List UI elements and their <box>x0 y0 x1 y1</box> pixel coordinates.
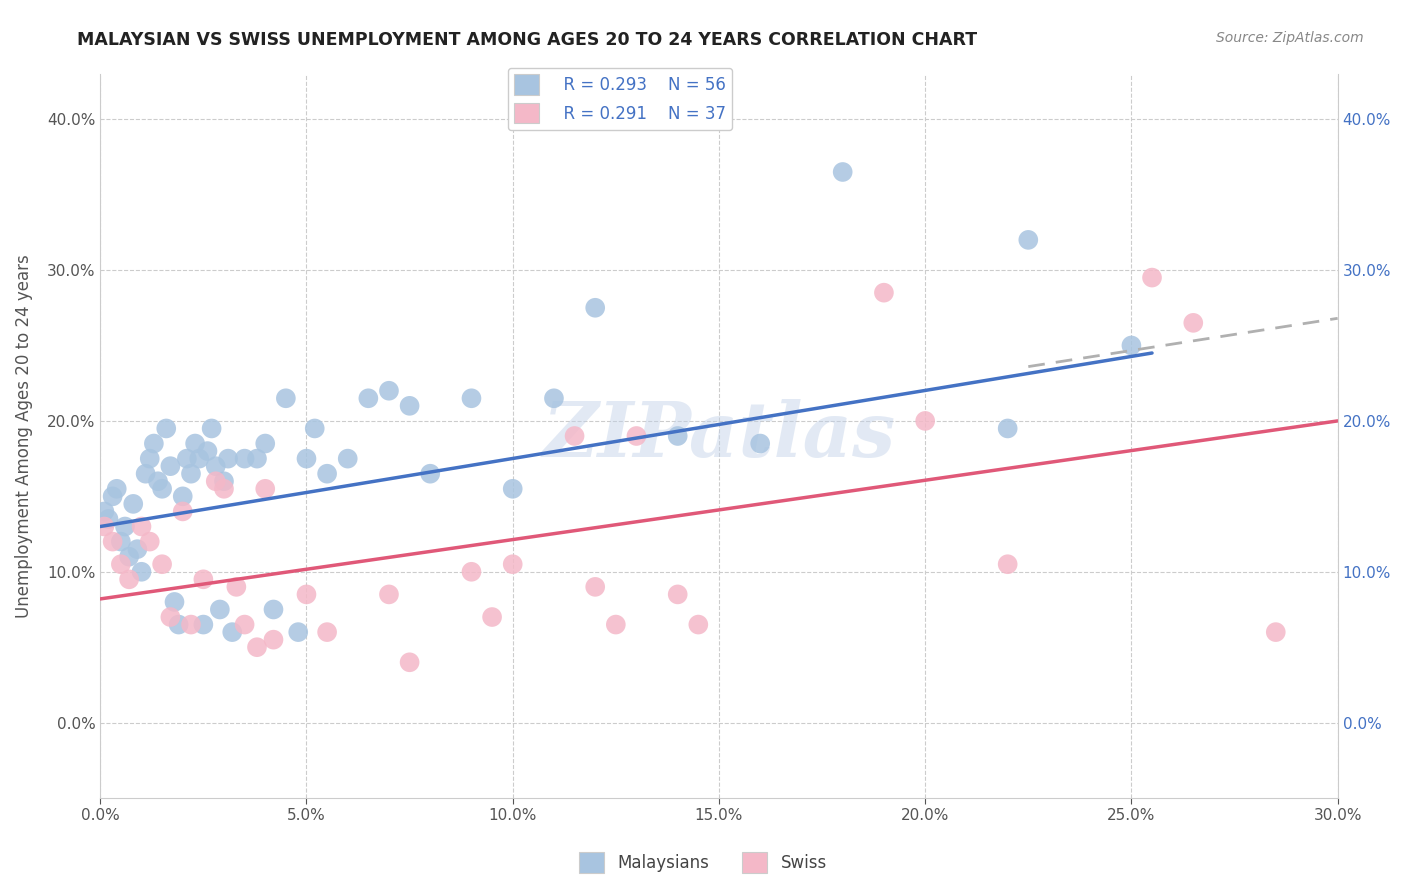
Point <box>139 451 162 466</box>
Point <box>131 565 153 579</box>
Point <box>666 587 689 601</box>
Point <box>543 391 565 405</box>
Point <box>378 384 401 398</box>
Point <box>131 519 153 533</box>
Point <box>316 625 339 640</box>
Point <box>204 459 226 474</box>
Point <box>749 436 772 450</box>
Point <box>176 451 198 466</box>
Point <box>114 519 136 533</box>
Point <box>263 602 285 616</box>
Point <box>873 285 896 300</box>
Point <box>254 482 277 496</box>
Point <box>316 467 339 481</box>
Point <box>155 421 177 435</box>
Point <box>212 482 235 496</box>
Point <box>246 451 269 466</box>
Point <box>295 587 318 601</box>
Point <box>419 467 441 481</box>
Point <box>460 391 482 405</box>
Point <box>274 391 297 405</box>
Point <box>357 391 380 405</box>
Point <box>1140 270 1163 285</box>
Text: MALAYSIAN VS SWISS UNEMPLOYMENT AMONG AGES 20 TO 24 YEARS CORRELATION CHART: MALAYSIAN VS SWISS UNEMPLOYMENT AMONG AG… <box>77 31 977 49</box>
Y-axis label: Unemployment Among Ages 20 to 24 years: Unemployment Among Ages 20 to 24 years <box>15 254 32 618</box>
Point <box>188 451 211 466</box>
Point <box>146 475 169 489</box>
Point <box>666 429 689 443</box>
Legend: Malaysians, Swiss: Malaysians, Swiss <box>572 846 834 880</box>
Point <box>246 640 269 655</box>
Point <box>997 558 1019 572</box>
Point <box>460 565 482 579</box>
Point <box>583 580 606 594</box>
Point <box>193 572 215 586</box>
Point <box>110 558 132 572</box>
Point <box>127 542 149 557</box>
Point <box>304 421 326 435</box>
Point <box>997 421 1019 435</box>
Point <box>93 504 115 518</box>
Point <box>831 165 853 179</box>
Point <box>180 617 202 632</box>
Point <box>217 451 239 466</box>
Point <box>605 617 627 632</box>
Point <box>135 467 157 481</box>
Point <box>564 429 586 443</box>
Point <box>295 451 318 466</box>
Point <box>93 519 115 533</box>
Point <box>101 489 124 503</box>
Point <box>204 475 226 489</box>
Point <box>105 482 128 496</box>
Legend:   R = 0.293    N = 56,   R = 0.291    N = 37: R = 0.293 N = 56, R = 0.291 N = 37 <box>508 68 733 130</box>
Point <box>197 444 219 458</box>
Point <box>159 610 181 624</box>
Point <box>212 475 235 489</box>
Point <box>122 497 145 511</box>
Point <box>142 436 165 450</box>
Point <box>139 534 162 549</box>
Point <box>101 534 124 549</box>
Text: Source: ZipAtlas.com: Source: ZipAtlas.com <box>1216 31 1364 45</box>
Point <box>118 549 141 564</box>
Point <box>1264 625 1286 640</box>
Point <box>201 421 224 435</box>
Point <box>583 301 606 315</box>
Point <box>398 655 420 669</box>
Point <box>398 399 420 413</box>
Point <box>1017 233 1039 247</box>
Point <box>1121 338 1143 352</box>
Point <box>254 436 277 450</box>
Point <box>172 489 194 503</box>
Point <box>221 625 243 640</box>
Point <box>502 482 524 496</box>
Point <box>110 534 132 549</box>
Point <box>159 459 181 474</box>
Point <box>914 414 936 428</box>
Point <box>180 467 202 481</box>
Point <box>626 429 648 443</box>
Point <box>150 558 173 572</box>
Point <box>225 580 247 594</box>
Point <box>172 504 194 518</box>
Point <box>336 451 359 466</box>
Point <box>688 617 710 632</box>
Point <box>233 617 256 632</box>
Text: ZIPatlas: ZIPatlas <box>543 399 896 473</box>
Point <box>118 572 141 586</box>
Point <box>184 436 207 450</box>
Point <box>502 558 524 572</box>
Point <box>263 632 285 647</box>
Point <box>167 617 190 632</box>
Point <box>193 617 215 632</box>
Point <box>208 602 231 616</box>
Point <box>378 587 401 601</box>
Point <box>1182 316 1205 330</box>
Point <box>163 595 186 609</box>
Point <box>233 451 256 466</box>
Point <box>97 512 120 526</box>
Point <box>481 610 503 624</box>
Point <box>150 482 173 496</box>
Point <box>287 625 309 640</box>
